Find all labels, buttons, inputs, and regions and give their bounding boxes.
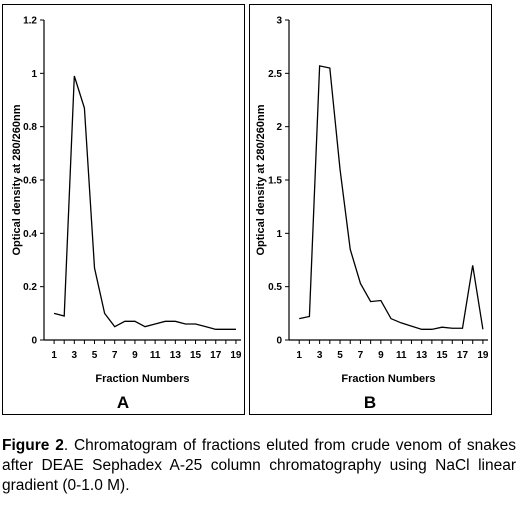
panel-a-y-axis-label: Optical density at 280/260nm	[11, 104, 23, 255]
panel-a-x-tick-label: 11	[150, 350, 161, 361]
panel-a-y-tick-label: 0	[31, 336, 37, 347]
panel-b-y-tick-label: 0.5	[268, 282, 282, 293]
panel-b-y-tick-label: 1	[276, 229, 282, 240]
panel-a-x-tick-label: 7	[112, 350, 118, 361]
panel-a-y-tick-label: 1	[31, 69, 37, 80]
panel-b-x-tick-label: 19	[477, 350, 489, 361]
panel-a-x-tick-label: 5	[92, 350, 98, 361]
panel-a-y-tick-label: 0.8	[23, 122, 37, 133]
panel-b-letter-label: B	[364, 393, 376, 412]
panel-a-x-tick-label: 17	[210, 350, 222, 361]
panel-b-x-tick-label: 11	[396, 350, 407, 361]
panel-a-frame	[2, 4, 245, 415]
panel-b-series-line	[299, 65, 484, 330]
panel-b-x-tick-label: 15	[437, 350, 449, 361]
chart-panel-a: 00.20.40.60.811.21 3 5 7 9 11 13 15 17 19Fraction…	[2, 4, 245, 415]
panel-b-y-axis-label: Optical density at 280/260nm	[255, 104, 267, 255]
panel-a-y-tick-label: 0.2	[23, 282, 37, 293]
panel-b-y-tick-label: 1.5	[268, 176, 282, 187]
panel-b-x-tick-label: 5	[337, 350, 343, 361]
panel-b-x-tick-label: 17	[457, 350, 469, 361]
figure-caption: Figure 2. Chromatogram of fractions elut…	[2, 436, 516, 496]
panel-a-x-tick-label: 3	[72, 350, 78, 361]
panel-a-x-tick-label: 1	[51, 350, 57, 361]
panel-b-x-tick-label: 7	[358, 350, 364, 361]
caption-label: Figure 2	[2, 437, 64, 454]
panel-a-y-tick-label: 0.6	[23, 176, 37, 187]
panel-b-x-tick-label: 1	[296, 350, 302, 361]
panel-b-frame	[249, 4, 492, 415]
panel-b-y-tick-label: 3	[276, 16, 282, 27]
panel-b-x-tick-label: 9	[378, 350, 384, 361]
panel-a-x-tick-label: 13	[170, 350, 182, 361]
panel-a-x-tick-label: 9	[132, 350, 138, 361]
panel-a-series-line	[53, 75, 236, 330]
panel-a-x-axis-label: Fraction Numbers	[95, 373, 189, 385]
panel-a-x-tick-label: 19	[230, 350, 242, 361]
panel-b-y-tick-label: 0	[276, 336, 282, 347]
caption-text: . Chromatogram of fractions eluted from …	[2, 437, 516, 494]
panel-b-x-tick-label: 13	[416, 350, 428, 361]
panel-a-letter-label: A	[117, 393, 129, 412]
panel-a-x-tick-label: 15	[190, 350, 202, 361]
panel-a-y-tick-label: 0.4	[23, 229, 37, 240]
panel-b-y-tick-label: 2	[276, 122, 282, 133]
panel-b-x-tick-label: 3	[317, 350, 323, 361]
panel-b-y-tick-label: 2.5	[268, 69, 282, 80]
panel-b-x-axis-label: Fraction Numbers	[341, 373, 435, 385]
panel-a-y-tick-label: 1.2	[23, 16, 37, 27]
